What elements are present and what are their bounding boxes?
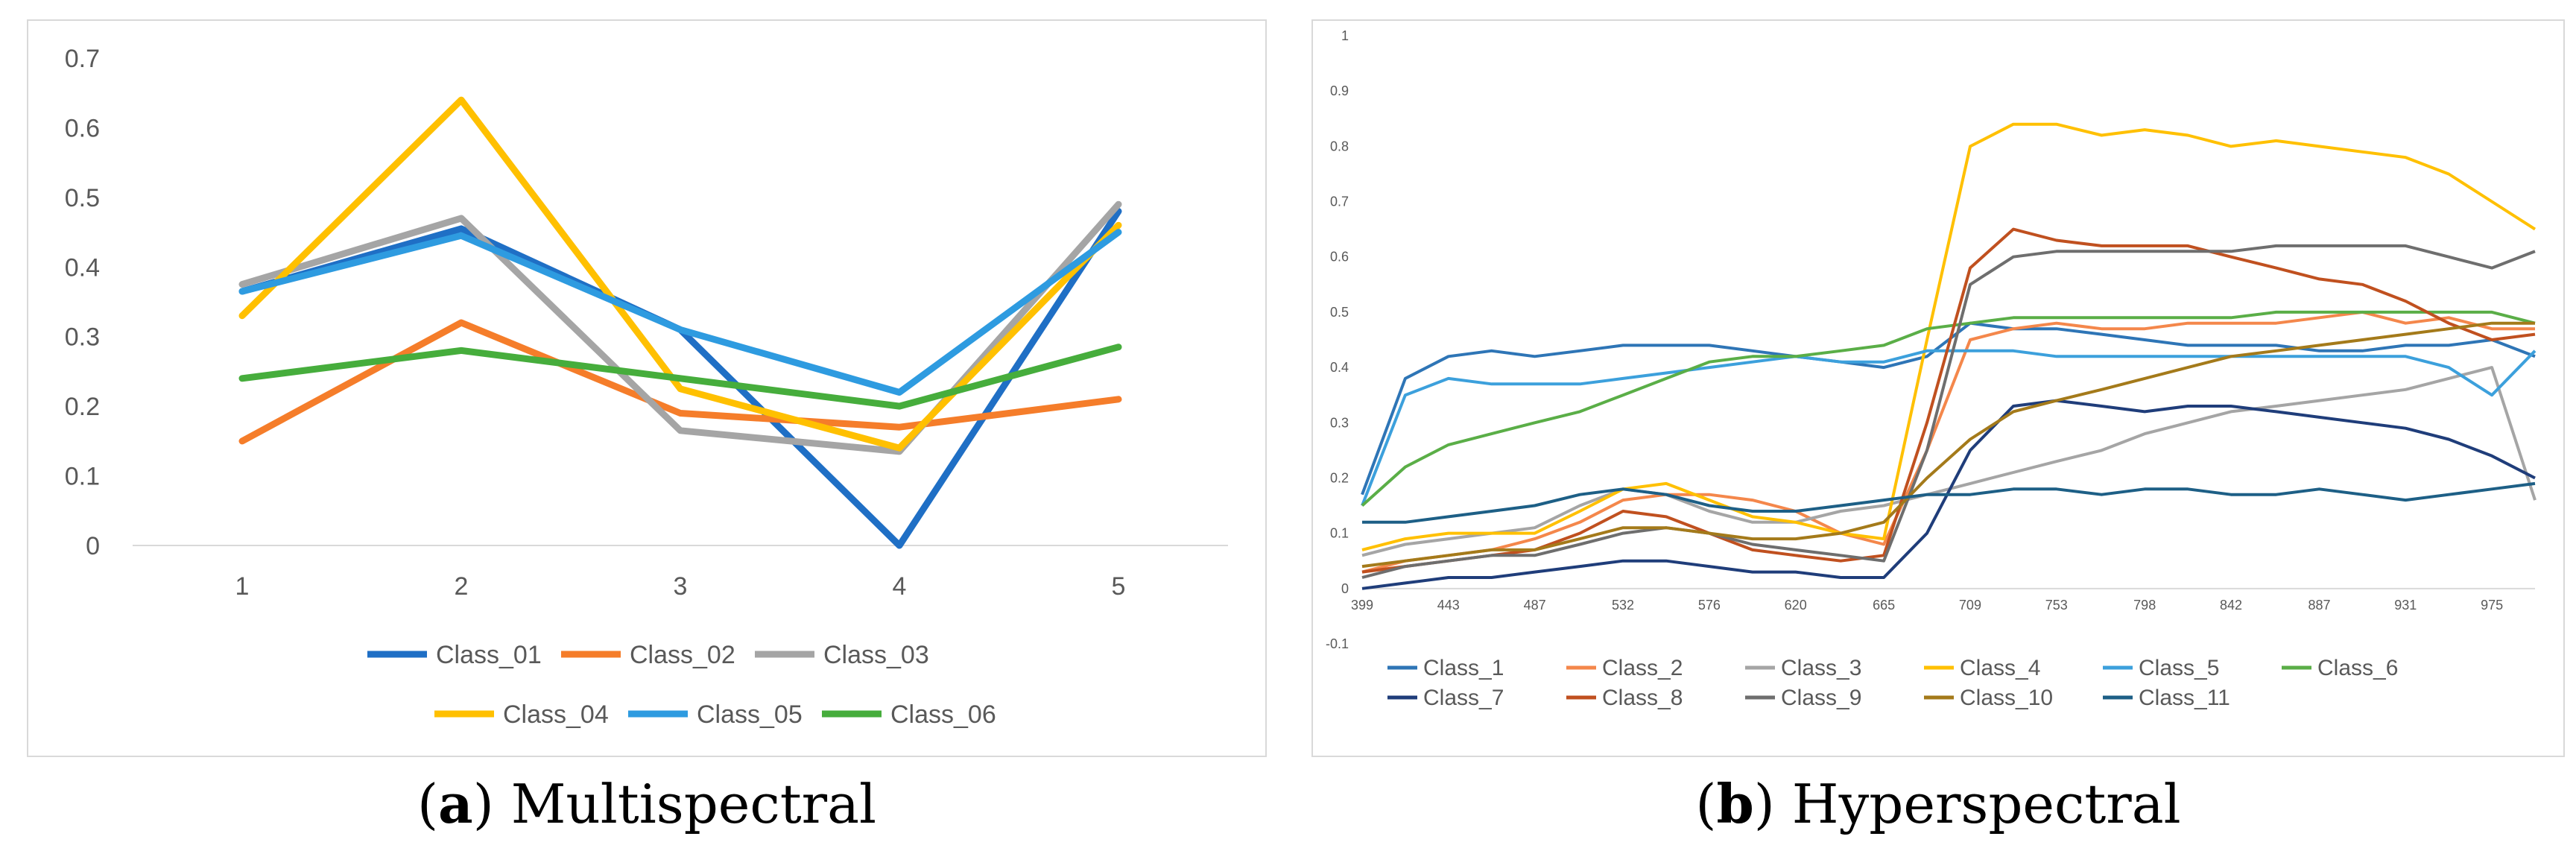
y-tick-label: 0 (1341, 581, 1349, 596)
legend-label: Class_5 (2139, 656, 2219, 680)
legend-label: Class_02 (630, 641, 735, 669)
y-tick-label: -0.1 (1326, 636, 1349, 651)
legend-label: Class_7 (1423, 686, 1504, 710)
y-tick-label: 0.5 (65, 184, 100, 212)
legend-label: Class_01 (436, 641, 542, 669)
legend-label: Class_9 (1781, 686, 1861, 710)
y-tick-label: 0.1 (1330, 526, 1349, 541)
y-tick-label: 0.9 (1330, 83, 1349, 98)
x-tick-label: 1 (235, 572, 250, 601)
series-line-class-6 (1361, 310, 2536, 507)
hyperspectral-chart: -0.1 0 0.1 0.2 0.3 0.4 0.5 0.6 0.7 0.8 0.9 1 399 443 4… (1326, 28, 2537, 710)
y-tick-label: 0.3 (65, 323, 100, 352)
legend-label: Class_2 (1602, 656, 1683, 680)
x-tick-label: 887 (2308, 598, 2330, 613)
multispectral-chart-panel: 0 0.1 0.2 0.3 0.4 0.5 0.6 0.7 1 2 3 4 5 Class_01 Class… (27, 19, 1267, 757)
y-tick-label: 0.4 (65, 253, 100, 282)
caption-b-text: Hyperspectral (1791, 773, 2181, 835)
x-tick-label: 576 (1698, 598, 1721, 613)
series-line-class-11 (1362, 481, 2536, 524)
caption-hyperspectral: (b) Hyperspectral (1695, 772, 2181, 835)
legend-label: Class_6 (2317, 656, 2398, 680)
series-line-class-7 (1361, 399, 2536, 590)
x-tick-label: 753 (2045, 598, 2068, 613)
legend-label: Class_04 (503, 700, 609, 729)
x-tick-label: 5 (1112, 572, 1126, 601)
y-tick-label: 0.6 (65, 114, 100, 142)
multispectral-chart: 0 0.1 0.2 0.3 0.4 0.5 0.6 0.7 1 2 3 4 5 Class_01 Class… (65, 45, 1228, 729)
caption-b-letter: b (1716, 772, 1754, 835)
series-line-class-5 (1361, 349, 2537, 507)
x-tick-label: 620 (1785, 598, 1807, 613)
legend-label: Class_03 (823, 641, 929, 669)
y-tick-label: 0.3 (1330, 415, 1349, 430)
x-tick-label: 975 (2481, 598, 2503, 613)
y-tick-label: 0.2 (65, 393, 100, 421)
x-tick-label: 842 (2220, 598, 2242, 613)
x-tick-label: 443 (1437, 598, 1460, 613)
legend-label: Class_06 (890, 700, 996, 729)
x-tick-label: 532 (1612, 598, 1634, 613)
y-tick-label: 0.6 (1330, 250, 1349, 265)
legend-label: Class_05 (697, 700, 803, 729)
y-tick-label: 0.1 (65, 463, 100, 491)
legend-label: Class_4 (1960, 656, 2040, 680)
x-tick-label: 3 (674, 572, 688, 601)
x-tick-label: 4 (893, 572, 907, 601)
y-tick-label: 0.7 (1330, 194, 1349, 209)
x-tick-label: 931 (2394, 598, 2417, 613)
caption-multispectral: (a) Multispectral (417, 772, 877, 835)
legend-label: Class_8 (1602, 686, 1683, 710)
legend-label: Class_10 (1960, 686, 2053, 710)
series-line-class-1 (1361, 321, 2536, 496)
x-tick-label: 798 (2133, 598, 2156, 613)
caption-a-letter: a (438, 772, 473, 835)
x-tick-label: 709 (1959, 598, 1981, 613)
series-line-class-8 (1361, 227, 2536, 574)
y-tick-label: 0.2 (1330, 470, 1349, 485)
series-line-class-10 (1361, 321, 2535, 569)
x-tick-label: 399 (1351, 598, 1373, 613)
y-tick-label: 0.5 (1330, 305, 1349, 320)
series-line-class-05 (238, 229, 1122, 396)
x-tick-label: 665 (1873, 598, 1895, 613)
y-tick-label: 0.4 (1330, 360, 1349, 375)
y-tick-label: 1 (1341, 28, 1349, 43)
y-tick-label: 0.7 (65, 45, 100, 73)
y-tick-label: 0.8 (1330, 139, 1349, 154)
caption-a-text: Multispectral (510, 773, 877, 835)
legend-label: Class_11 (2139, 686, 2230, 710)
legend-label: Class_1 (1423, 656, 1504, 680)
legend-label: Class_3 (1781, 656, 1861, 680)
series-line-class-06 (238, 344, 1122, 410)
series-line-class-04 (238, 96, 1122, 452)
series-line-class-9 (1361, 244, 2536, 579)
series-line-class-2 (1361, 310, 2535, 574)
y-tick-label: 0 (86, 532, 100, 560)
x-tick-label: 487 (1524, 598, 1546, 613)
x-tick-label: 2 (455, 572, 469, 601)
series-line-class-4 (1361, 122, 2537, 551)
hyperspectral-chart-panel: -0.1 0 0.1 0.2 0.3 0.4 0.5 0.6 0.7 0.8 0.9 1 399 443 4… (1311, 19, 2565, 757)
